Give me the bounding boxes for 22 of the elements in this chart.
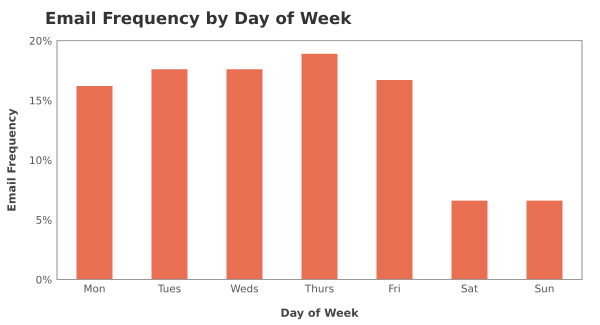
x-tick-label: Mon [84,284,105,292]
x-tick-label: Fri [389,284,400,292]
x-tick-label: Thurs [304,284,334,292]
bar [452,200,488,280]
x-axis-title: Day of Week [281,308,359,320]
x-tick-label: Weds [230,284,258,292]
y-tick-label: 15% [30,96,52,104]
chart-title: Email Frequency by Day of Week [46,11,352,28]
y-tick-label: 0% [36,276,52,284]
y-tick-label: 10% [30,156,52,164]
x-tick-label: Sun [535,284,554,292]
x-tick-label: Tues [158,284,181,292]
bar [152,69,188,280]
bar [526,200,562,280]
bar [226,69,262,280]
y-tick-label: 5% [36,216,52,224]
bar [376,80,412,280]
y-tick-label: 20% [30,36,52,45]
y-axis-title: Email Frequency [7,108,18,211]
x-tick-label: Sat [462,284,478,292]
bar [302,54,338,280]
bar [76,86,112,280]
